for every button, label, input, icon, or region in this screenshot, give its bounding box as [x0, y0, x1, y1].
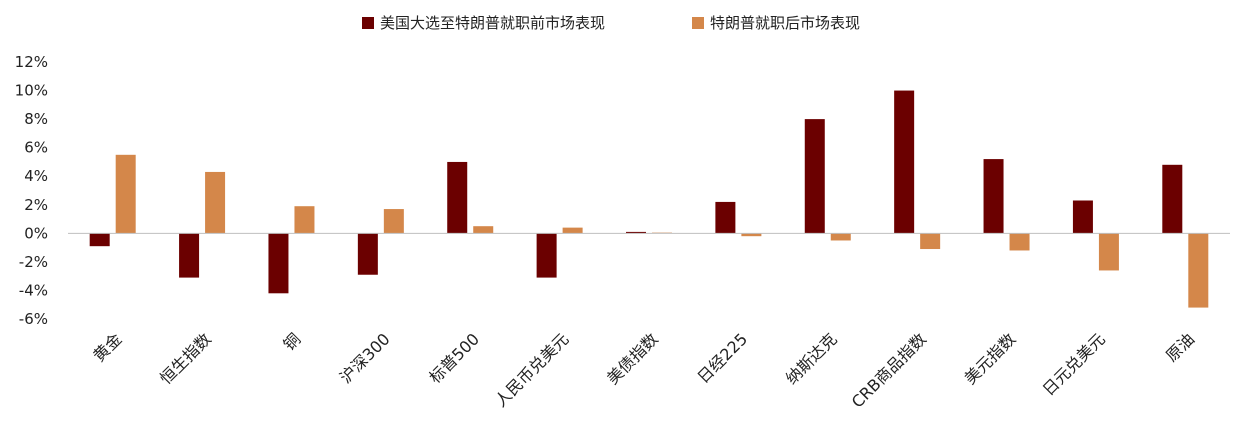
legend-swatch-series-1 [362, 17, 374, 29]
x-category-label: 美元指数 [961, 329, 1020, 388]
x-category-label: 黄金 [89, 329, 125, 365]
bar-series-1 [536, 233, 557, 278]
bar-series-1 [715, 201, 736, 234]
bar-series-2 [294, 206, 315, 234]
x-category-label: 日元兑美元 [1039, 329, 1109, 399]
legend-swatch-series-2 [692, 17, 704, 29]
y-tick-label: 12% [15, 53, 48, 71]
bar-series-1 [1072, 200, 1093, 234]
x-category-label: 日经225 [694, 329, 752, 387]
bar-series-2 [830, 233, 851, 241]
y-tick-label: 10% [15, 82, 48, 100]
y-tick-label: 0% [24, 224, 48, 242]
legend-label-series-2: 特朗普就职后市场表现 [710, 14, 860, 32]
y-tick-label: 4% [24, 167, 48, 185]
bar-series-2 [741, 233, 762, 237]
y-axis: 12% 10% 8% 6% 4% 2% 0% -2% -4% -6% [15, 53, 48, 328]
bar-series-1 [357, 233, 378, 275]
bar-series-1 [179, 233, 200, 278]
bar-series-1 [626, 231, 646, 234]
bar-series-2 [115, 154, 136, 234]
bar-series-1 [268, 233, 289, 294]
legend-label-series-1: 美国大选至特朗普就职前市场表现 [380, 14, 605, 32]
bar-series-1 [804, 119, 825, 234]
bar-series-2 [383, 209, 404, 234]
bar-series-1 [894, 90, 915, 234]
x-category-label: 恒生指数 [156, 329, 215, 388]
bar-series-2 [473, 226, 494, 234]
x-category-label: 铜 [280, 329, 305, 354]
x-category-label: 沪深300 [336, 329, 394, 387]
bar-series-1 [983, 159, 1004, 234]
bar-series-2 [1188, 233, 1209, 308]
bar-series-2 [1009, 233, 1030, 251]
bar-series-2 [562, 227, 583, 234]
bar-series-2 [1098, 233, 1119, 271]
x-category-label: 美债指数 [603, 329, 662, 388]
x-category-label: 标普500 [425, 329, 483, 387]
y-tick-label: 8% [24, 110, 48, 128]
x-category-label: 原油 [1162, 329, 1198, 365]
bar-series-1 [1162, 164, 1183, 234]
bars [89, 90, 1209, 308]
bar-series-1 [89, 233, 110, 247]
x-category-label: 纳斯达克 [782, 329, 841, 388]
legend: 美国大选至特朗普就职前市场表现 特朗普就职后市场表现 [362, 14, 860, 32]
bar-series-2 [920, 233, 941, 250]
x-category-label: CRB商品指数 [848, 329, 930, 411]
x-category-label: 人民币兑美元 [491, 329, 572, 410]
y-tick-label: 2% [24, 196, 48, 214]
bar-series-2 [205, 171, 226, 234]
y-tick-label: -6% [19, 310, 48, 328]
y-tick-label: 6% [24, 139, 48, 157]
y-tick-label: -4% [19, 281, 48, 299]
y-tick-label: -2% [19, 253, 48, 271]
x-axis: 黄金 恒生指数 铜 沪深300 标普500 人民币兑美元 美债指数 日经225 纳斯达克 CRB商… [89, 329, 1198, 411]
bar-series-1 [447, 161, 468, 234]
